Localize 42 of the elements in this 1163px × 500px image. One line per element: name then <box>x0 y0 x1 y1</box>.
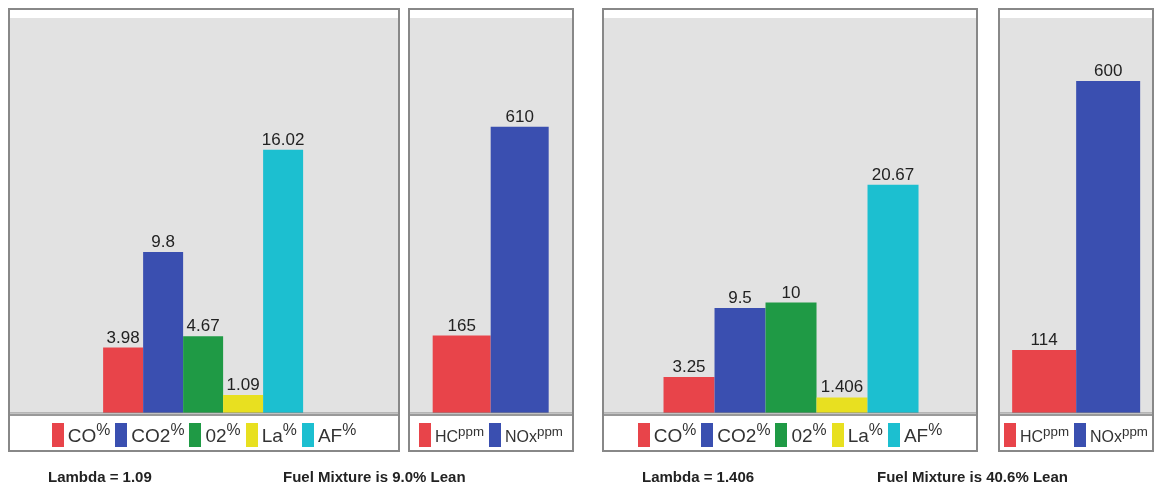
data-label: 1.406 <box>820 377 864 397</box>
legend-label: La$^{%}$ <box>261 421 297 449</box>
text: Fuel Mixture is 40.6% Lean <box>877 468 1068 485</box>
legend-label: 02$^{%}$ <box>205 421 241 449</box>
legend-label: CO2$^{%}$ <box>717 421 771 449</box>
legend-label: AF$^{%}$ <box>317 421 357 449</box>
legend-label: HC$^{ppm}$ <box>1020 423 1070 447</box>
bar <box>183 336 224 413</box>
bar <box>816 397 868 413</box>
data-label: 3.98 <box>106 327 140 347</box>
data-label: 3.25 <box>672 357 706 377</box>
legend-label: CO$^{%}$ <box>67 421 111 449</box>
data-label: 165 <box>447 315 476 335</box>
legend-label: NOx$^{ppm}$ <box>1090 423 1148 447</box>
data-label: 9.5 <box>728 288 752 308</box>
bar <box>663 377 715 413</box>
legend-label: AF$^{%}$ <box>903 421 943 449</box>
data-label: 600 <box>1093 61 1123 81</box>
legend-label: CO2$^{%}$ <box>131 421 185 449</box>
legend-label: 02$^{%}$ <box>791 421 827 449</box>
text: Lambda = 1.09 <box>48 468 152 485</box>
text: Lambda = 1.406 <box>642 468 755 485</box>
data-label: 114 <box>1030 329 1058 349</box>
data-label: 9.8 <box>151 231 175 251</box>
bar <box>263 149 304 413</box>
bar <box>714 308 766 413</box>
data-label: 4.67 <box>186 316 220 336</box>
bar <box>765 302 817 413</box>
data-label: 10 <box>781 282 801 302</box>
data-label: 1.09 <box>226 375 260 395</box>
data-label: 20.67 <box>871 164 915 184</box>
legend-label: NOx$^{ppm}$ <box>505 423 563 447</box>
legend-label: CO$^{%}$ <box>653 421 697 449</box>
legend-label: La$^{%}$ <box>847 421 883 449</box>
bar <box>223 395 264 413</box>
legend-label: HC$^{ppm}$ <box>435 423 485 447</box>
data-label: 610 <box>505 106 534 126</box>
bar <box>867 184 919 413</box>
text: Fuel Mixture is 9.0% Lean <box>283 468 466 485</box>
bar <box>103 347 144 413</box>
data-label: 16.02 <box>261 129 305 149</box>
bar <box>143 251 184 413</box>
